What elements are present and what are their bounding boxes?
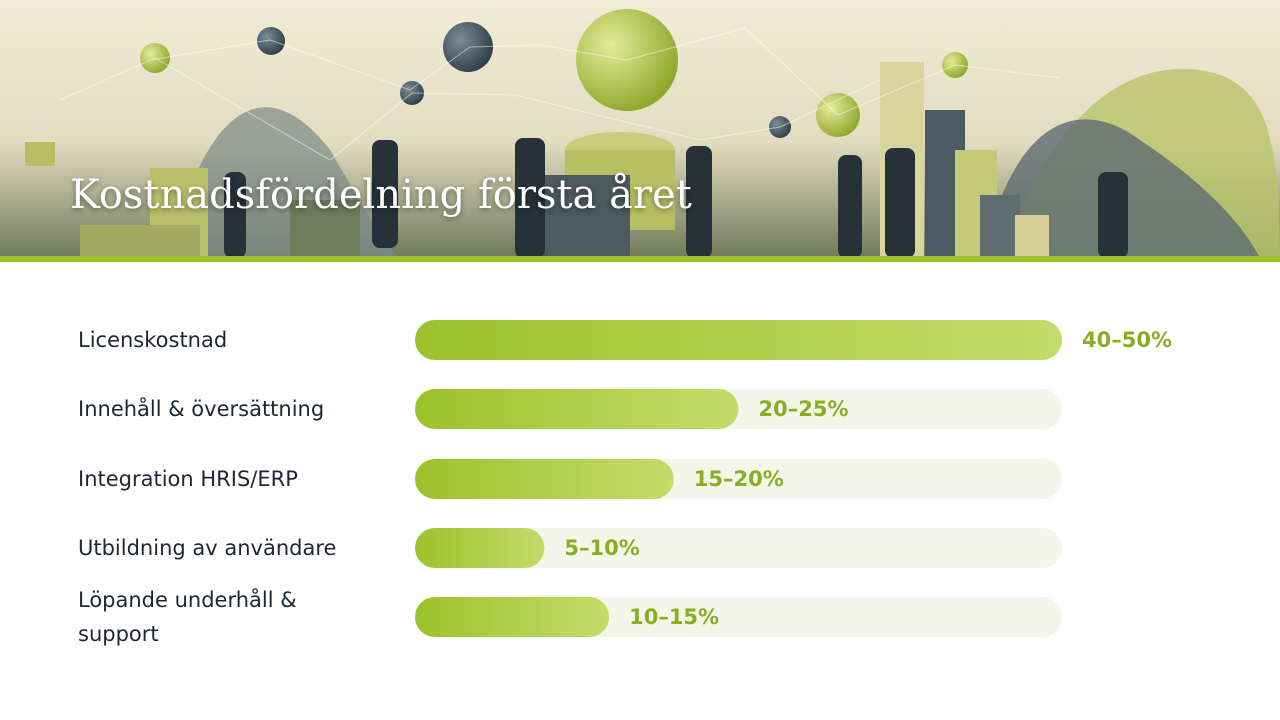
bar	[415, 597, 610, 637]
header-illustration	[0, 0, 1280, 262]
bar-chart	[415, 320, 1062, 637]
slide-title: Kostnadsfördelning första året	[70, 172, 692, 218]
value-label: 15–20%	[693, 467, 784, 491]
bar	[415, 389, 739, 429]
category-label: Integration HRIS/ERP	[78, 467, 298, 491]
bar	[415, 528, 545, 568]
value-label: 5–10%	[564, 536, 640, 560]
bar-track	[415, 528, 1062, 568]
category-label: Utbildning av användare	[78, 536, 337, 560]
value-label: 20–25%	[758, 397, 849, 421]
bar	[415, 459, 674, 499]
bar	[415, 320, 1062, 360]
category-label: Löpande underhåll & support	[78, 588, 297, 646]
value-label: 40–50%	[1082, 328, 1172, 352]
category-label: Innehåll & översättning	[78, 397, 325, 421]
value-label: 10–15%	[629, 605, 720, 629]
category-label: Licenskostnad	[78, 328, 228, 352]
